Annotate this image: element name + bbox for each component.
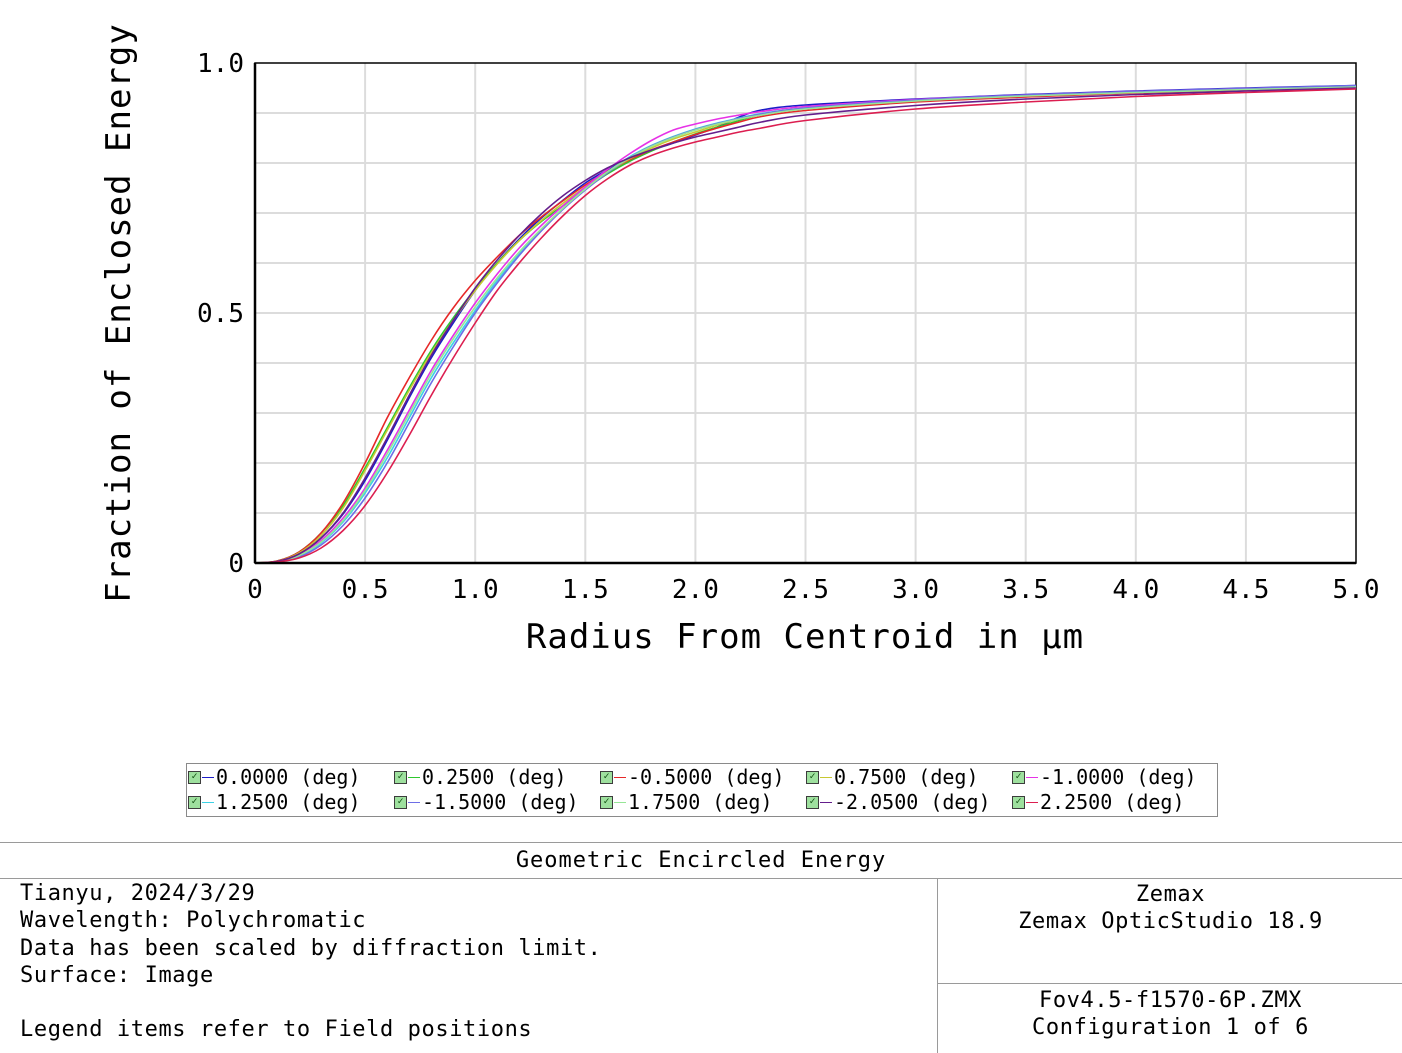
x-tick-label: 2.0 [672, 575, 719, 605]
file-info: Fov4.5-f1570-6P.ZMX Configuration 1 of 6 [938, 985, 1402, 1041]
series-line-10 [254, 88, 1357, 564]
legend-item[interactable]: ✓ 1.2500 (deg) [188, 790, 361, 814]
info-notes: Tianyu, 2024/3/29 Wavelength: Polychroma… [20, 880, 602, 1044]
y-axis-label: Fraction of Enclosed Energy [99, 23, 139, 603]
legend-checkbox-icon[interactable]: ✓ [188, 795, 201, 809]
legend-label: 0.7500 (deg) [834, 765, 979, 789]
legend-color-swatch [1026, 776, 1038, 778]
legend-item[interactable]: ✓ 1.7500 (deg) [600, 790, 773, 814]
legend-label: 1.2500 (deg) [216, 790, 361, 814]
software-info: Zemax Zemax OpticStudio 18.9 [938, 879, 1402, 984]
info-right-column: Zemax Zemax OpticStudio 18.9 Fov4.5-f157… [937, 879, 1402, 1053]
legend-checkbox-icon[interactable]: ✓ [394, 770, 407, 784]
legend-item[interactable]: ✓ -0.5000 (deg) [600, 765, 785, 789]
info-legend-note: Legend items refer to Field positions [20, 1017, 533, 1043]
legend-color-swatch [408, 776, 420, 778]
legend-label: 0.0000 (deg) [216, 765, 361, 789]
info-surface: Surface: Image [20, 962, 214, 988]
company-name: Zemax [1135, 882, 1206, 907]
legend-checkbox-icon[interactable]: ✓ [394, 795, 407, 809]
info-author-date: Tianyu, 2024/3/29 [20, 881, 256, 906]
analysis-title: Geometric Encircled Energy [0, 843, 1402, 879]
legend-item[interactable]: ✓ -1.5000 (deg) [394, 790, 579, 814]
chart-legend: ✓ 0.0000 (deg) ✓ 0.2500 (deg) ✓ -0.5000 (deg)… [186, 763, 1218, 817]
x-tick-label: 3.0 [892, 575, 939, 605]
configuration-label: Configuration 1 of 6 [1032, 1015, 1309, 1040]
legend-color-swatch [820, 801, 832, 803]
info-panel: Geometric Encircled Energy Tianyu, 2024/… [0, 842, 1402, 1053]
x-tick-label: 1.5 [562, 575, 609, 605]
legend-label: 0.2500 (deg) [422, 765, 567, 789]
legend-color-swatch [614, 801, 626, 803]
legend-color-swatch [202, 776, 214, 778]
x-tick-label: 2.5 [782, 575, 829, 605]
file-name: Fov4.5-f1570-6P.ZMX [1038, 988, 1303, 1013]
info-wavelength: Wavelength: Polychromatic [20, 908, 367, 934]
legend-color-swatch [408, 801, 420, 803]
legend-checkbox-icon[interactable]: ✓ [1012, 795, 1025, 809]
x-tick-label: 4.5 [1222, 575, 1269, 605]
x-tick-label: 0 [247, 575, 263, 605]
legend-label: -1.0000 (deg) [1040, 765, 1197, 789]
y-tick-label: 1.0 [197, 49, 244, 79]
x-tick-label: 5.0 [1333, 575, 1380, 605]
encircled-energy-chart: 0 0.5 1.0 1.5 2.0 2.5 3.0 3.5 4.0 4.5 5.0 00.51.0 … [99, 23, 1379, 657]
legend-color-swatch [202, 801, 214, 803]
legend-checkbox-icon[interactable]: ✓ [806, 795, 819, 809]
x-tick-label: 1.0 [452, 575, 499, 605]
series-line-8 [254, 86, 1357, 564]
y-tick-labels: 0 0.5 1.0 [197, 49, 244, 579]
y-tick-label: 0.5 [197, 299, 244, 329]
software-version: Zemax OpticStudio 18.9 [1018, 909, 1323, 934]
x-tick-labels: 0 0.5 1.0 1.5 2.0 2.5 3.0 3.5 4.0 4.5 5.0 [247, 575, 1379, 605]
legend-item[interactable]: ✓ -1.0000 (deg) [1012, 765, 1197, 789]
legend-label: 1.7500 (deg) [628, 790, 773, 814]
legend-label: -1.5000 (deg) [422, 790, 579, 814]
legend-item[interactable]: ✓ 0.2500 (deg) [394, 765, 567, 789]
legend-item[interactable]: ✓ 0.7500 (deg) [806, 765, 979, 789]
legend-color-swatch [820, 776, 832, 778]
plot-grid [255, 63, 1356, 563]
y-tick-label: 0 [228, 549, 244, 579]
x-tick-label: 3.5 [1002, 575, 1049, 605]
legend-color-swatch [614, 776, 626, 778]
info-scaling-note: Data has been scaled by diffraction limi… [20, 935, 602, 961]
x-tick-label: 4.0 [1112, 575, 1159, 605]
series-line-9 [254, 87, 1357, 564]
legend-label: -0.5000 (deg) [628, 765, 785, 789]
legend-item[interactable]: ✓ 0.0000 (deg) [188, 765, 361, 789]
legend-checkbox-icon[interactable]: ✓ [600, 770, 613, 784]
legend-item[interactable]: ✓ 2.2500 (deg) [1012, 790, 1185, 814]
legend-color-swatch [1026, 801, 1038, 803]
series-line-3 [254, 86, 1357, 564]
legend-checkbox-icon[interactable]: ✓ [806, 770, 819, 784]
legend-label: -2.0500 (deg) [834, 790, 991, 814]
legend-checkbox-icon[interactable]: ✓ [1012, 770, 1025, 784]
x-tick-label: 0.5 [342, 575, 389, 605]
legend-label: 2.2500 (deg) [1040, 790, 1185, 814]
legend-checkbox-icon[interactable]: ✓ [600, 795, 613, 809]
info-blank-line [20, 989, 602, 1016]
series-layer [254, 84, 1357, 564]
legend-item[interactable]: ✓ -2.0500 (deg) [806, 790, 991, 814]
x-axis-label: Radius From Centroid in μm [526, 617, 1084, 657]
legend-checkbox-icon[interactable]: ✓ [188, 770, 201, 784]
